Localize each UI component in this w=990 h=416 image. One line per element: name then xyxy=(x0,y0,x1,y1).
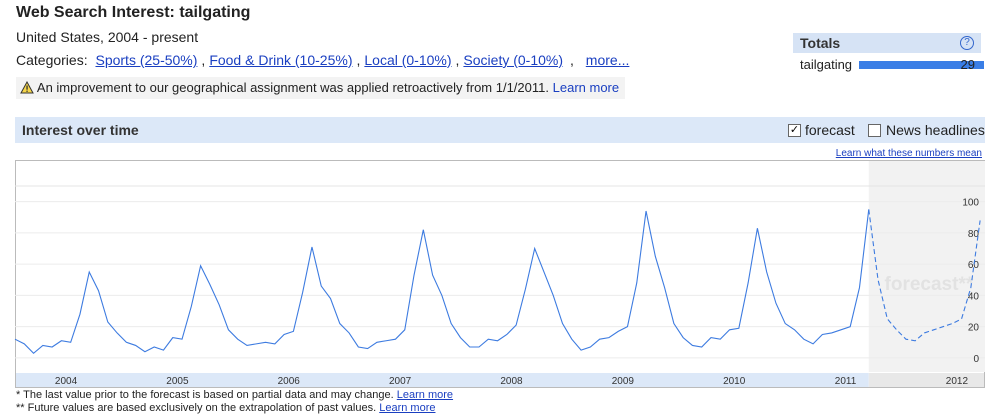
y-tick-label: 40 xyxy=(968,291,980,302)
x-tick-label: 2012 xyxy=(946,376,969,387)
footnote-text: * The last value prior to the forecast i… xyxy=(16,389,394,401)
footnote-link[interactable]: Learn more xyxy=(379,402,436,414)
term: tailgating xyxy=(800,57,853,72)
categories: Categories: Sports (25-50%), Food & Drink… xyxy=(16,52,633,68)
forecast-area xyxy=(868,161,985,372)
y-tick-label: 0 xyxy=(973,354,979,365)
x-tick-label: 2004 xyxy=(55,376,78,387)
y-tick-label: 60 xyxy=(968,260,980,271)
learn-link[interactable]: Learn what these numbers mean xyxy=(835,148,982,159)
totals-bar xyxy=(859,61,984,69)
chart-frame xyxy=(15,160,985,388)
subtitle: United States, 2004 - present xyxy=(16,29,199,45)
forecast-checkbox[interactable]: ✓ xyxy=(788,124,801,137)
separator: , xyxy=(201,52,206,68)
page-title: Web Search Interest: tailgating xyxy=(16,4,251,21)
x-tick-label: 2008 xyxy=(500,376,523,387)
category-links: Sports (25-50%), Food & Drink (10-25%), Lo… xyxy=(95,52,577,68)
total-value: 29 xyxy=(960,57,975,72)
totals-header: Totals? xyxy=(793,33,981,53)
footnote: * The last value prior to the forecast i… xyxy=(16,389,453,402)
line-series xyxy=(868,209,981,342)
line-series xyxy=(14,209,870,354)
more-link[interactable]: more... xyxy=(585,52,630,68)
totals: Totals? tailgating 29 xyxy=(793,33,984,73)
footnotes: * The last value prior to the forecast i… xyxy=(16,389,453,415)
separator: , xyxy=(455,52,460,68)
news-checkbox[interactable] xyxy=(868,124,881,137)
footnote-link[interactable]: Learn more xyxy=(396,389,454,401)
category-link[interactable]: Food & Drink (10-25%) xyxy=(209,52,353,68)
axis-strip-forecast xyxy=(868,373,984,387)
x-tick-label: 2011 xyxy=(835,376,857,387)
footnote: ** Future values are based exclusively o… xyxy=(16,402,453,415)
x-tick-label: 2007 xyxy=(389,376,412,387)
news-label[interactable]: News headlines xyxy=(886,122,985,138)
x-tick-label: 2009 xyxy=(612,376,635,387)
x-tick-label: 2010 xyxy=(723,376,746,387)
x-tick-label: 2005 xyxy=(166,376,189,387)
category-link[interactable]: Society (0-10%) xyxy=(463,52,564,68)
notice-text: An improvement to our geographical assig… xyxy=(36,80,549,95)
panel-title: Interest over time xyxy=(22,122,139,138)
axis-strip xyxy=(16,373,869,387)
forecast-watermark: forecast** xyxy=(885,274,974,295)
totals-row: tailgating 29 xyxy=(793,57,984,73)
y-tick-label: 20 xyxy=(968,323,980,334)
y-tick-label: 80 xyxy=(968,229,980,240)
panel-header: Interest over time ✓ forecast News headl… xyxy=(15,117,985,143)
categories-label: Categories: xyxy=(16,52,88,68)
notice-link[interactable]: Learn more xyxy=(552,80,620,95)
y-tick-label: 100 xyxy=(962,198,979,209)
separator: , xyxy=(356,52,361,68)
category-link[interactable]: Local (0-10%) xyxy=(364,52,452,68)
forecast-label[interactable]: forecast xyxy=(805,122,855,138)
help-icon[interactable]: ? xyxy=(960,36,974,50)
notice: An improvement to our geographical assig… xyxy=(16,77,626,99)
totals-title: Totals xyxy=(800,35,841,51)
separator: , xyxy=(570,52,574,68)
footnote-text: ** Future values are based exclusively o… xyxy=(16,402,377,414)
warning-icon xyxy=(20,80,34,94)
category-link[interactable]: Sports (25-50%) xyxy=(95,52,198,68)
x-tick-label: 2006 xyxy=(278,376,301,387)
